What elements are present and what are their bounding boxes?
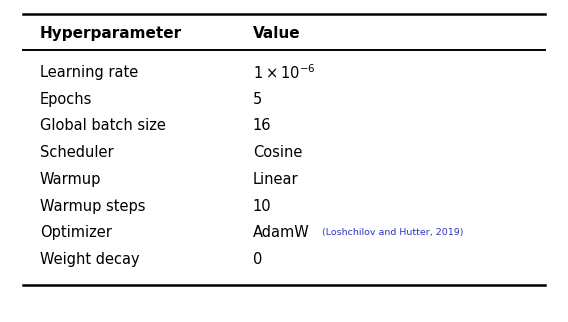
Text: Linear: Linear xyxy=(253,172,298,187)
Text: 0: 0 xyxy=(253,252,262,267)
Text: AdamW: AdamW xyxy=(253,225,310,240)
Text: 5: 5 xyxy=(253,92,262,107)
Text: Warmup: Warmup xyxy=(40,172,101,187)
Text: 16: 16 xyxy=(253,118,272,133)
Text: (Loshchilov and Hutter, 2019): (Loshchilov and Hutter, 2019) xyxy=(322,228,463,237)
Text: Scheduler: Scheduler xyxy=(40,145,114,160)
Text: Warmup steps: Warmup steps xyxy=(40,199,145,213)
Text: Learning rate: Learning rate xyxy=(40,65,138,80)
Text: Weight decay: Weight decay xyxy=(40,252,139,267)
Text: Epochs: Epochs xyxy=(40,92,92,107)
Text: $1 \times 10^{-6}$: $1 \times 10^{-6}$ xyxy=(253,63,315,82)
Text: Hyperparameter: Hyperparameter xyxy=(40,26,182,41)
Text: 10: 10 xyxy=(253,199,272,213)
Text: Cosine: Cosine xyxy=(253,145,302,160)
Text: Optimizer: Optimizer xyxy=(40,225,112,240)
Text: Value: Value xyxy=(253,26,300,41)
Text: Global batch size: Global batch size xyxy=(40,118,166,133)
